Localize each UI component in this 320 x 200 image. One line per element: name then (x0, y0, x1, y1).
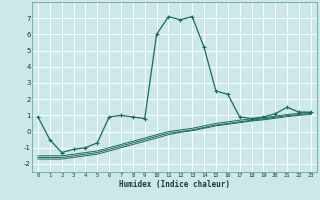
X-axis label: Humidex (Indice chaleur): Humidex (Indice chaleur) (119, 180, 230, 189)
